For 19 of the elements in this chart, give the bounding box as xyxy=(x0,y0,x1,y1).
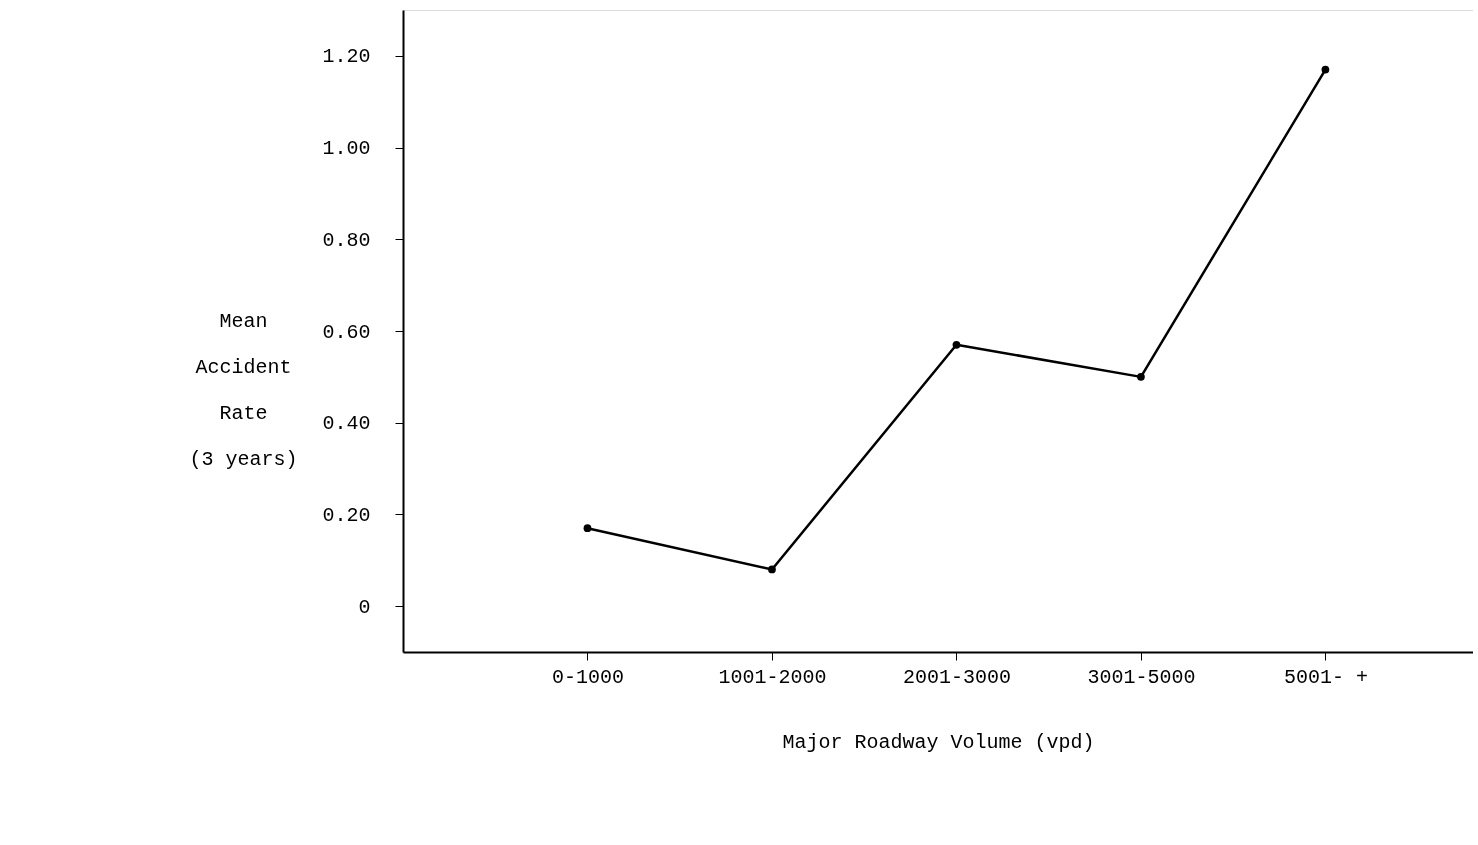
y-axis-title: Mean Accident Rate (3 years) xyxy=(189,309,298,471)
x-axis-title: Major Roadway Volume (vpd) xyxy=(782,730,1095,754)
y-tick-label: 1.00 xyxy=(322,137,371,161)
point xyxy=(583,524,592,533)
point xyxy=(952,340,961,349)
y-tick-label: 0.40 xyxy=(322,412,371,436)
x-tick-label: 1001-2000 xyxy=(718,665,827,689)
point xyxy=(768,565,776,574)
y-tick-label: 0.60 xyxy=(322,320,371,344)
y-tick-label: 0 xyxy=(358,595,371,619)
x-tick-label: 3001-5000 xyxy=(1087,665,1196,689)
x-tick-label: 5001- + xyxy=(1283,665,1368,689)
x-tick-label: 0-1000 xyxy=(551,665,624,689)
y-tick-label: 1.20 xyxy=(322,45,371,69)
y-tick-label: 0.20 xyxy=(322,503,371,527)
point xyxy=(1321,65,1330,74)
point xyxy=(1137,372,1145,381)
y-tick-label: 0.80 xyxy=(322,228,371,252)
x-tick-label: 2001-3000 xyxy=(902,665,1011,689)
